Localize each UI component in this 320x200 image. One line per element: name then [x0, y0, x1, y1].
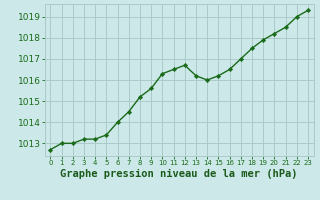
- X-axis label: Graphe pression niveau de la mer (hPa): Graphe pression niveau de la mer (hPa): [60, 169, 298, 179]
